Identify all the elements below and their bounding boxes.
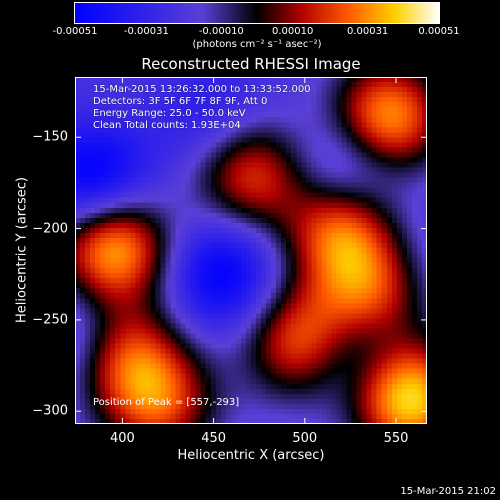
y-tick-label: −300: [32, 403, 68, 419]
time-range-annotation: 15-Mar-2015 13:26:32.000 to 13:33:52.000: [93, 84, 311, 95]
colorbar-units: (photons cm⁻² s⁻¹ asec⁻²): [192, 39, 322, 50]
y-axis-label: Heliocentric Y (arcsec): [14, 177, 30, 323]
colorbar-tick-label: 0.00031: [346, 26, 389, 37]
colorbar-tick-label: -0.00010: [198, 26, 244, 37]
x-tick-label: 500: [292, 431, 318, 446]
plot-timestamp: 15-Mar-2015 21:02: [400, 486, 496, 497]
energy-range-annotation: Energy Range: 25.0 - 50.0 keV: [93, 108, 246, 119]
colorbar-tick-label: 0.00051: [418, 26, 460, 37]
y-tick-label: −250: [32, 312, 68, 328]
x-tick-label: 550: [383, 431, 409, 446]
heatmap-canvas: [75, 77, 427, 424]
detectors-annotation: Detectors: 3F 5F 6F 7F 8F 9F, Att 0: [93, 96, 268, 107]
colorbar-tick-label: -0.00051: [52, 26, 98, 37]
peak-position-annotation: Position of Peak = [557,-293]: [93, 397, 240, 408]
colorbar: [74, 2, 440, 24]
x-tick-label: 400: [109, 431, 135, 446]
image-plot: [75, 77, 427, 424]
y-tick-label: −200: [32, 221, 68, 237]
plot-border: [75, 77, 427, 424]
x-tick-label: 450: [201, 431, 227, 446]
y-tick-label: −150: [32, 129, 68, 145]
colorbar-tick-label: 0.00010: [271, 26, 314, 37]
plot-frame: [75, 77, 427, 424]
chart-title: Reconstructed RHESSI Image: [141, 55, 361, 73]
colorbar-tick-label: -0.00031: [123, 26, 169, 37]
counts-annotation: Clean Total counts: 1.93E+04: [93, 120, 241, 131]
x-axis-label: Heliocentric X (arcsec): [177, 448, 325, 463]
